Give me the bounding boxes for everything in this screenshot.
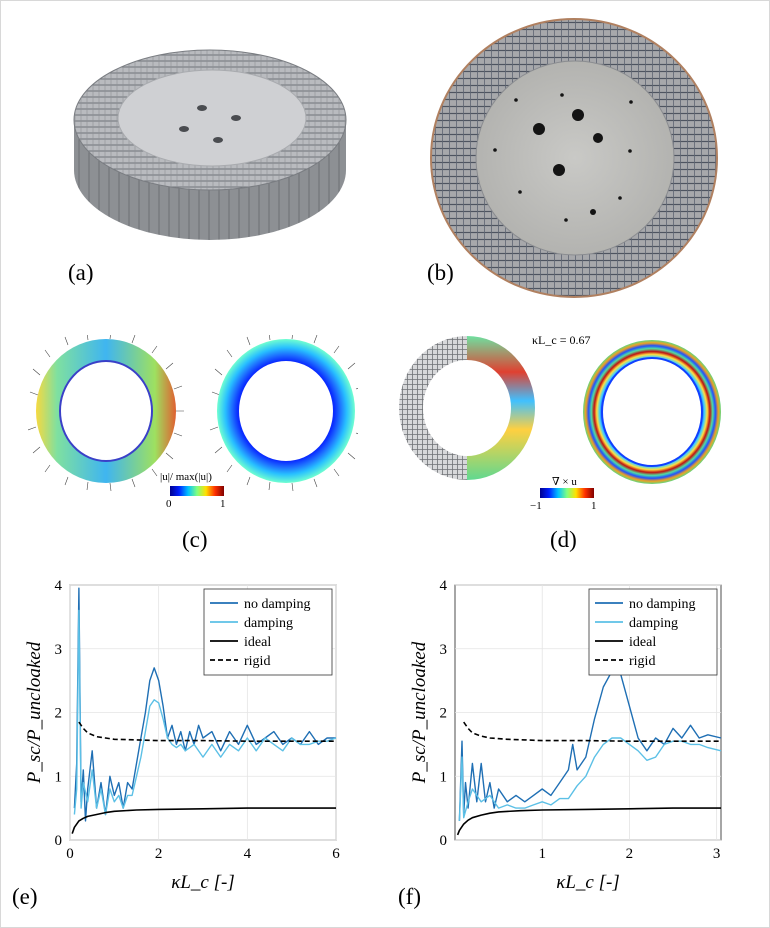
x-axis-label: κL_c [-] bbox=[556, 872, 620, 893]
panel-label-b: (b) bbox=[427, 260, 454, 285]
y-tick-label: 0 bbox=[440, 833, 448, 849]
legend-label: damping bbox=[629, 616, 678, 631]
colorbar-d bbox=[540, 488, 594, 498]
colorbar-c-min: 0 bbox=[166, 498, 172, 510]
colorbar-c-max: 1 bbox=[220, 498, 226, 510]
y-tick-label: 2 bbox=[440, 706, 448, 722]
colorbar-d-label: ∇ × u bbox=[552, 476, 577, 488]
x-tick-label: 6 bbox=[332, 846, 340, 862]
x-tick-label: 2 bbox=[155, 846, 163, 862]
colorbar-c-label: |u|/ max(|u|) bbox=[160, 471, 212, 483]
legend-label: damping bbox=[244, 616, 293, 631]
legend-label: rigid bbox=[629, 654, 655, 669]
y-tick-label: 4 bbox=[440, 578, 448, 594]
curl-rings bbox=[399, 336, 721, 484]
y-tick-label: 0 bbox=[55, 833, 63, 849]
series-damping bbox=[73, 609, 337, 816]
chart-e: 0 2 4 6 0 1 2 3 4 κL_c [-] P_sc/P_uncloaked no damp… bbox=[24, 578, 340, 893]
legend-label: no damping bbox=[629, 597, 696, 612]
y-tick-label: 1 bbox=[55, 769, 63, 785]
x-tick-label: 0 bbox=[66, 846, 74, 862]
panel-label-c: (c) bbox=[182, 527, 208, 552]
series-ideal bbox=[71, 807, 336, 834]
colorbar-d-max: 1 bbox=[591, 500, 597, 512]
y-tick-label: 1 bbox=[440, 769, 448, 785]
series-ideal bbox=[456, 807, 721, 836]
legend-label: rigid bbox=[244, 654, 270, 669]
legend-label: no damping bbox=[244, 597, 311, 612]
colorbar-d-min: −1 bbox=[530, 500, 542, 512]
disk-photo bbox=[430, 18, 718, 298]
y-axis-label: P_sc/P_uncloaked bbox=[24, 641, 45, 784]
y-tick-label: 4 bbox=[55, 578, 63, 594]
panel-label-d: (d) bbox=[550, 527, 577, 552]
panel-d-annotation: κL_c = 0.67 bbox=[532, 333, 591, 347]
x-axis-label: κL_c [-] bbox=[171, 872, 235, 893]
x-tick-label: 1 bbox=[538, 846, 546, 862]
displacement-rings bbox=[28, 335, 358, 492]
series-rigid bbox=[78, 721, 336, 742]
panel-label-e: (e) bbox=[12, 884, 38, 909]
chart-f: 1 2 3 0 1 2 3 4 κL_c [-] P_sc/P_uncloaked no dampi… bbox=[409, 578, 722, 893]
x-tick-label: 4 bbox=[244, 846, 252, 862]
legend-label: ideal bbox=[244, 635, 271, 650]
series-rigid bbox=[463, 721, 721, 742]
y-tick-label: 3 bbox=[440, 642, 448, 658]
series-no-damping bbox=[458, 667, 722, 821]
disk-model-render bbox=[73, 49, 347, 240]
x-tick-label: 2 bbox=[626, 846, 634, 862]
y-axis-label: P_sc/P_uncloaked bbox=[409, 641, 430, 784]
y-tick-label: 3 bbox=[55, 642, 63, 658]
panel-label-a: (a) bbox=[68, 260, 94, 285]
y-tick-label: 2 bbox=[55, 706, 63, 722]
legend-label: ideal bbox=[629, 635, 656, 650]
panel-label-f: (f) bbox=[398, 884, 421, 909]
colorbar-c bbox=[170, 486, 224, 496]
x-tick-label: 3 bbox=[713, 846, 721, 862]
series-damping bbox=[458, 737, 722, 821]
